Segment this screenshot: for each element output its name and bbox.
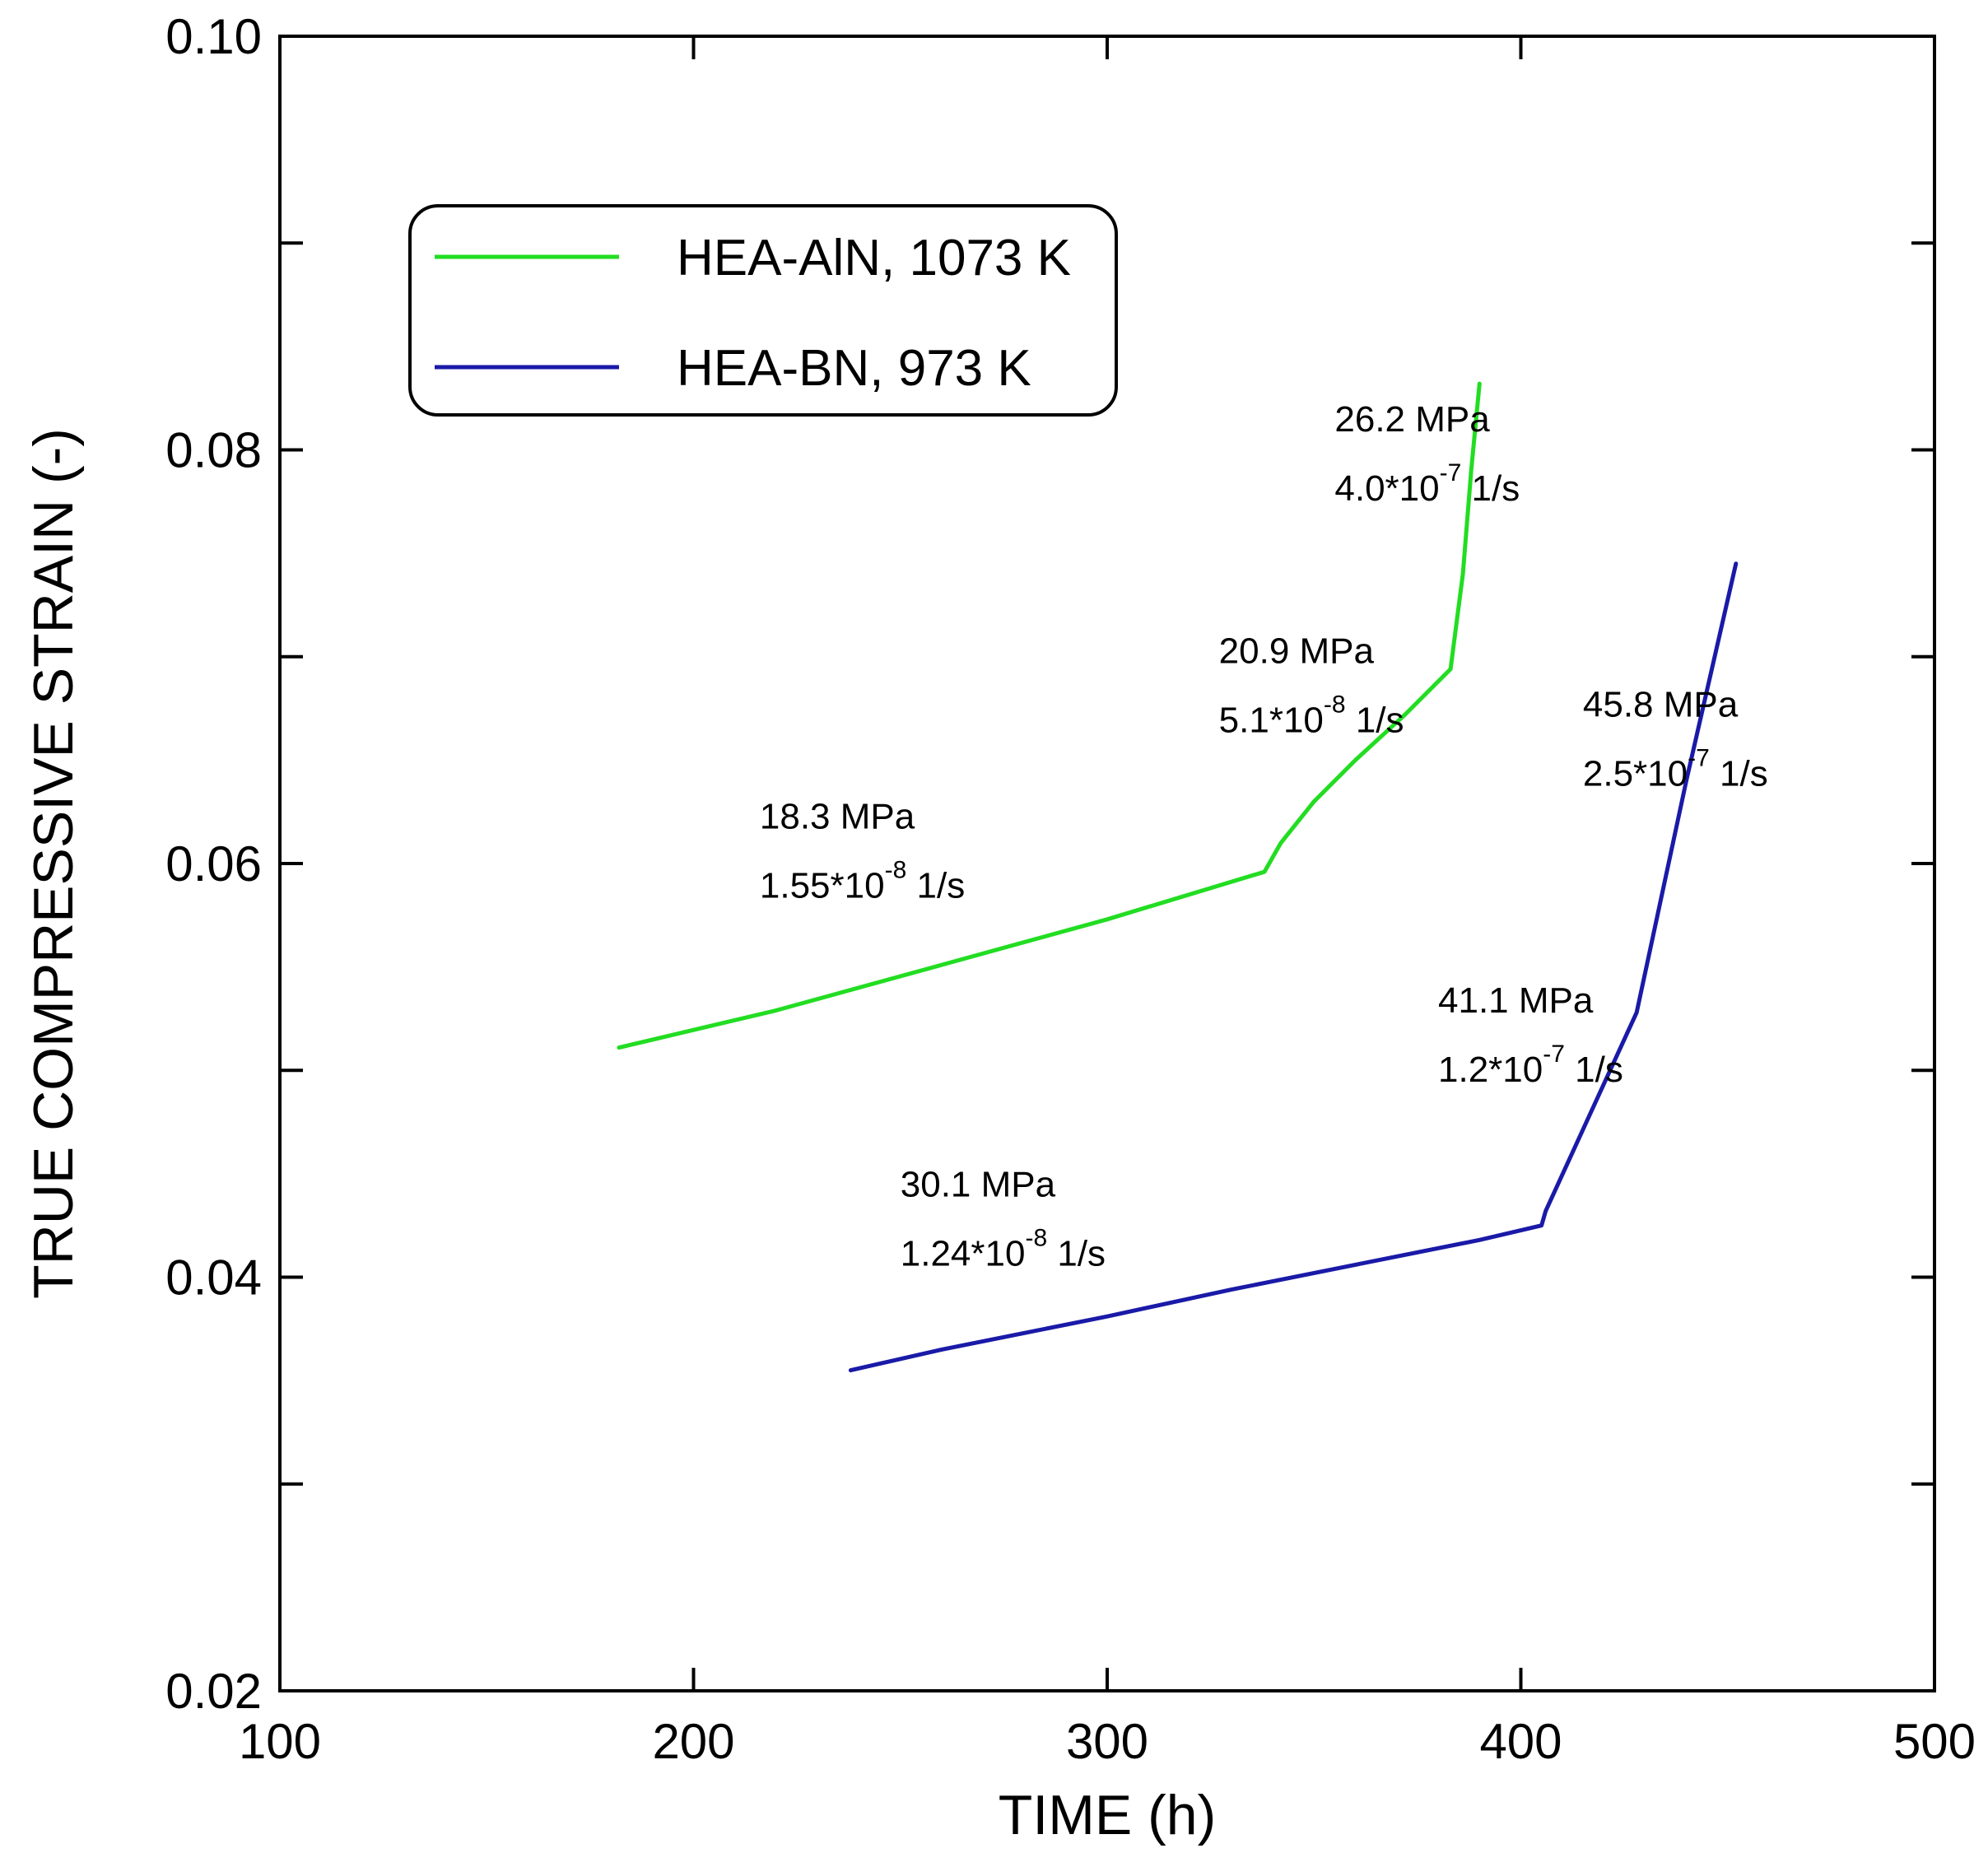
annotation-rate: 1.55*10-8 1/s (760, 856, 965, 906)
data-point (1448, 667, 1453, 672)
data-point (1635, 1010, 1639, 1015)
data-point (939, 1348, 944, 1352)
stress-annotation: 18.3 MPa 1.55*10-8 1/s (760, 796, 965, 906)
legend-label: HEA-AlN, 1073 K (677, 230, 1071, 286)
data-point (1353, 758, 1357, 762)
data-point (1543, 1208, 1548, 1213)
stress-annotation: 41.1 MPa 1.2*10-7 1/s (1438, 980, 1623, 1090)
data-point (1105, 1315, 1110, 1319)
data-point (1589, 1110, 1594, 1114)
data-point (1478, 1238, 1482, 1242)
data-point (1460, 572, 1465, 576)
x-tick-label: 500 (1893, 1714, 1976, 1769)
data-point (1312, 799, 1316, 803)
stress-annotation: 45.8 MPa 2.5*10-7 1/s (1583, 685, 1768, 794)
data-point (1229, 1287, 1233, 1292)
annotation-stress: 18.3 MPa (760, 796, 915, 836)
annotation-rate: 2.5*10-7 1/s (1583, 745, 1768, 794)
data-point (1478, 381, 1482, 386)
annotation-stress: 20.9 MPa (1219, 631, 1375, 671)
data-point (1105, 917, 1110, 922)
annotation-stress: 45.8 MPa (1583, 685, 1739, 725)
data-point (774, 1008, 779, 1013)
x-axis-title: TIME (h) (999, 1784, 1216, 1846)
tick-layer (278, 35, 1936, 1692)
data-point (617, 1045, 622, 1050)
data-point (1734, 561, 1738, 566)
y-tick-label: 0.10 (165, 9, 262, 64)
data-point (1278, 840, 1283, 845)
x-tick-label: 400 (1479, 1714, 1562, 1769)
data-point (1403, 712, 1408, 717)
annotation-stress: 30.1 MPa (901, 1165, 1056, 1205)
data-point (939, 962, 944, 967)
stress-annotation: 26.2 MPa 4.0*10-7 1/s (1334, 399, 1520, 509)
data-point (1262, 869, 1267, 874)
legend: HEA-AlN, 1073 K HEA-BN, 973 K (408, 204, 1118, 417)
data-point (1353, 1263, 1357, 1267)
annotation-rate: 4.0*10-7 1/s (1334, 459, 1520, 509)
annotation-rate: 1.24*10-8 1/s (901, 1225, 1106, 1274)
y-tick-label: 0.04 (165, 1250, 262, 1306)
stress-annotation: 30.1 MPa 1.24*10-8 1/s (901, 1165, 1106, 1274)
data-point (1022, 1331, 1027, 1335)
label-layer: 100 200 300 400 500 0.02 0.04 0.06 0.08 0.10 TIME … (22, 9, 1976, 1846)
annotation-rate: 1.2*10-7 1/s (1438, 1041, 1623, 1090)
series-layer (617, 381, 1739, 1373)
annotation-rate: 5.1*10-8 1/s (1219, 691, 1404, 740)
y-tick-label: 0.08 (165, 423, 262, 478)
x-tick-label: 200 (652, 1714, 734, 1769)
y-tick-label: 0.02 (165, 1664, 262, 1719)
y-axis-title: TRUE COMPRESSIVE STRAIN (-) (22, 428, 85, 1299)
x-tick-label: 100 (239, 1714, 321, 1769)
stress-annotation: 20.9 MPa 5.1*10-8 1/s (1219, 631, 1404, 740)
data-point (1469, 468, 1474, 473)
data-point (849, 1368, 853, 1372)
y-tick-label: 0.06 (165, 836, 262, 892)
annotation-stress: 26.2 MPa (1334, 399, 1490, 440)
legend-label: HEA-BN, 973 K (677, 340, 1031, 397)
annotation-stress: 41.1 MPa (1438, 980, 1594, 1021)
annotation-layer: 26.2 MPa 4.0*10-7 1/s 20.9 MPa 5.1*10-8 1/s… (760, 399, 1768, 1274)
data-point (1684, 779, 1688, 783)
x-tick-label: 300 (1066, 1714, 1148, 1769)
data-point (1539, 1223, 1543, 1227)
